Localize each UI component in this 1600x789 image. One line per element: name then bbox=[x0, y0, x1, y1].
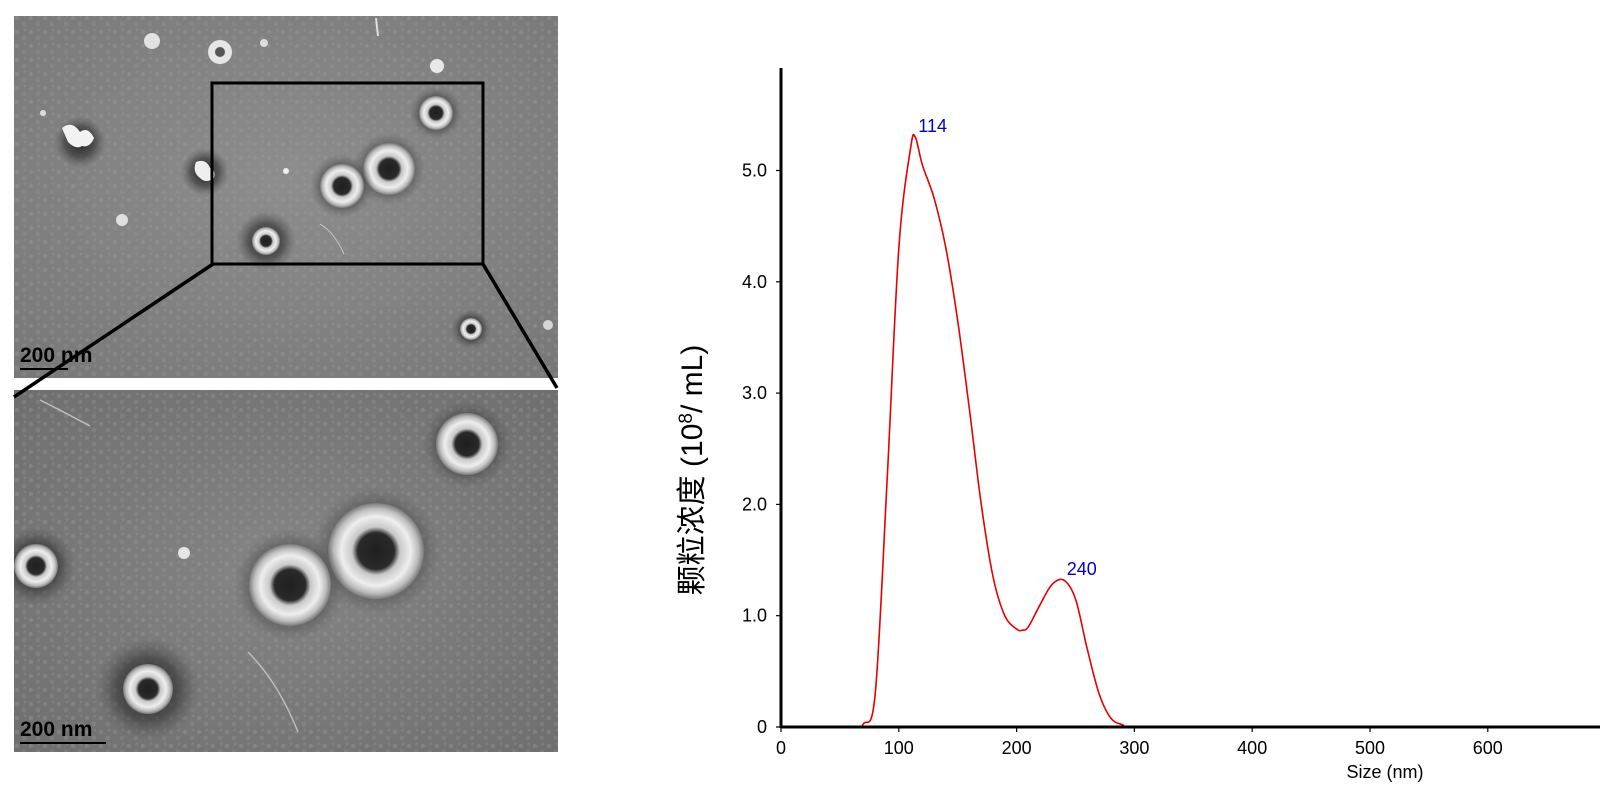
x-axis-label: Size (nm) bbox=[1346, 762, 1423, 782]
x-tick-label: 200 bbox=[1002, 738, 1032, 758]
tem-micrographs: 200 nm bbox=[13, 16, 559, 752]
zoom-connector-right bbox=[481, 263, 559, 389]
y-tick-label: 1.0 bbox=[742, 606, 767, 626]
vesicle-bottom-3 bbox=[234, 529, 346, 641]
scale-bar-top bbox=[20, 368, 68, 370]
y-axis-label-exponent: 8 bbox=[676, 413, 697, 424]
y-tick-label: 5.0 bbox=[742, 161, 767, 181]
peak-label: 240 bbox=[1067, 559, 1097, 579]
vesicle-bottom-1 bbox=[423, 400, 511, 488]
tem-image-top bbox=[14, 16, 558, 378]
x-tick-label: 0 bbox=[776, 738, 786, 758]
y-tick-label: 3.0 bbox=[742, 383, 767, 403]
x-tick-label: 500 bbox=[1355, 738, 1385, 758]
y-axis-label: 颗粒浓度 (108/ mL) bbox=[676, 345, 710, 596]
y-axis-label-prefix: 颗粒浓度 (10 bbox=[676, 424, 709, 596]
vesicle-top-1 bbox=[410, 87, 462, 139]
vesicle-top-5 bbox=[451, 309, 491, 349]
x-tick-label: 400 bbox=[1237, 738, 1267, 758]
y-axis-label-suffix: / mL) bbox=[676, 345, 709, 413]
vesicle-top-4 bbox=[236, 211, 296, 271]
vesicle-top-3 bbox=[310, 154, 374, 218]
scale-bar-bottom bbox=[20, 742, 106, 744]
vesicle-bottom-5 bbox=[14, 526, 76, 606]
zoom-region-box bbox=[210, 81, 485, 266]
y-tick-label: 0 bbox=[757, 717, 767, 737]
vesicle-bottom-4 bbox=[96, 637, 200, 741]
x-tick-label: 300 bbox=[1119, 738, 1149, 758]
y-tick-label: 2.0 bbox=[742, 494, 767, 514]
zoom-connector-left bbox=[13, 262, 214, 399]
peak-label: 114 bbox=[918, 116, 947, 136]
debris-top bbox=[40, 17, 553, 330]
y-tick-label: 4.0 bbox=[742, 272, 767, 292]
image-separator bbox=[14, 378, 558, 390]
axis-ticks: 0 100 200 300 400 500 600 0 1.0 2.0 3.0 4.0 5.0 bbox=[742, 161, 1503, 759]
size-distribution-chart: 0 100 200 300 400 500 600 0 1.0 2.0 3.0 4.0 5.0 114 2… bbox=[640, 0, 1600, 784]
scale-bar-label-top: 200 nm bbox=[20, 344, 92, 367]
x-tick-label: 600 bbox=[1473, 738, 1503, 758]
chart-svg: 0 100 200 300 400 500 600 0 1.0 2.0 3.0 4.0 5.0 114 2… bbox=[676, 68, 1600, 782]
tem-image-panel: 200 nm bbox=[0, 0, 580, 784]
debris-bottom bbox=[39, 399, 299, 733]
tem-image-bottom bbox=[14, 390, 558, 752]
x-tick-label: 100 bbox=[884, 738, 914, 758]
scale-bar-label-bottom: 200 nm bbox=[20, 718, 92, 741]
series-line bbox=[780, 133, 1571, 729]
peak-labels: 114 240 bbox=[918, 116, 1096, 579]
